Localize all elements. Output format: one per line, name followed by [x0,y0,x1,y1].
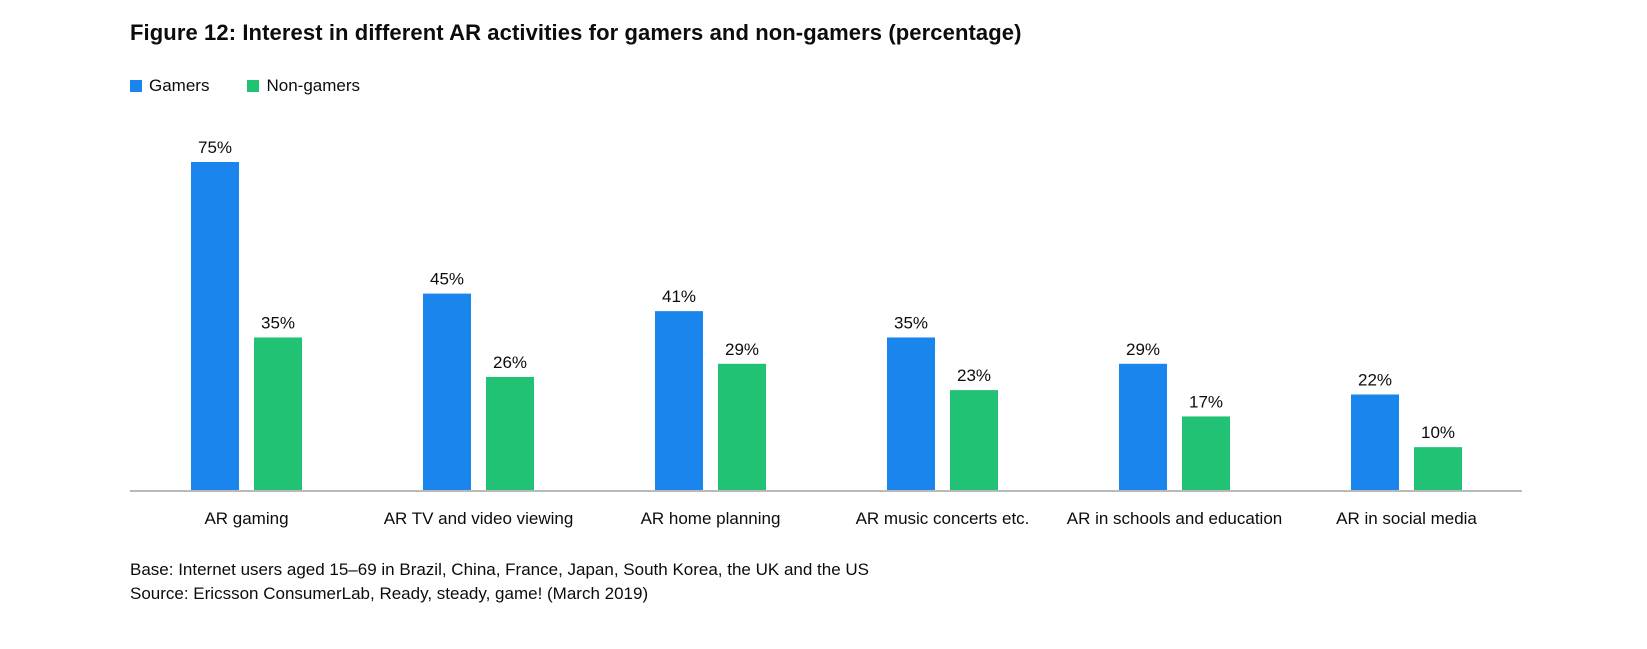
bar-gamers-ar-tv-and-video-viewing [423,293,471,491]
legend-swatch-gamers [130,80,142,92]
x-tick-label-ar-in-social-media: AR in social media [1336,509,1477,528]
legend-swatch-non-gamers [247,80,260,92]
data-label-gamers-ar-gaming: 75% [198,138,232,157]
data-label-gamers-ar-in-social-media: 22% [1358,370,1392,389]
data-label-gamers-ar-tv-and-video-viewing: 45% [430,270,464,289]
bar-non-gamers-ar-in-social-media [1414,447,1462,491]
legend-item-gamers: Gamers [130,76,209,96]
source-note: Source: Ericsson ConsumerLab, Ready, ste… [130,584,649,603]
data-label-non-gamers-ar-gaming: 35% [261,313,295,332]
x-tick-label-ar-in-schools-and-education: AR in schools and education [1067,509,1282,528]
bar-non-gamers-ar-tv-and-video-viewing [486,376,534,491]
legend-label-gamers: Gamers [149,76,210,95]
bar-non-gamers-ar-gaming [254,337,302,491]
bar-gamers-ar-home-planning [655,311,703,491]
data-label-non-gamers-ar-home-planning: 29% [725,340,759,359]
data-label-gamers-ar-home-planning: 41% [662,287,696,306]
bar-gamers-ar-in-social-media [1351,394,1399,491]
base-note: Base: Internet users aged 15–69 in Brazi… [130,560,870,579]
bar-chart: 75% 35% 45% 26% 41% 29% 35% 23% 29% 17% 22% 10% AR … [130,138,1522,528]
data-label-gamers-ar-music-concerts-etc: 35% [894,313,928,332]
bar-non-gamers-ar-music-concerts-etc [950,390,998,491]
x-tick-label-ar-tv-and-video-viewing: AR TV and video viewing [384,509,574,528]
data-label-gamers-ar-in-schools-and-education: 29% [1126,340,1160,359]
x-tick-label-ar-gaming: AR gaming [204,509,288,528]
bar-gamers-ar-music-concerts-etc [887,337,935,491]
bar-non-gamers-ar-home-planning [718,363,766,491]
chart-notes: Base: Internet users aged 15–69 in Brazi… [130,558,869,606]
x-axis-labels: AR gaming AR TV and video viewing AR home … [204,509,1477,528]
data-label-non-gamers-ar-music-concerts-etc: 23% [957,366,991,385]
x-tick-label-ar-music-concerts-etc: AR music concerts etc. [856,509,1030,528]
data-label-non-gamers-ar-in-schools-and-education: 17% [1189,392,1223,411]
data-label-non-gamers-ar-tv-and-video-viewing: 26% [493,353,527,372]
data-label-non-gamers-ar-in-social-media: 10% [1421,423,1455,442]
bars-group: 75% 35% 45% 26% 41% 29% 35% 23% 29% 17% 22% 10% [191,138,1462,491]
x-tick-label-ar-home-planning: AR home planning [641,509,781,528]
chart-title: Figure 12: Interest in different AR acti… [130,20,1022,45]
bar-gamers-ar-in-schools-and-education [1119,363,1167,491]
chart-legend: Gamers Non-gamers [130,76,398,96]
legend-label-non-gamers: Non-gamers [266,76,361,95]
legend-item-non-gamers: Non-gamers [247,76,360,96]
bar-gamers-ar-gaming [191,162,239,491]
bar-non-gamers-ar-in-schools-and-education [1182,416,1230,491]
